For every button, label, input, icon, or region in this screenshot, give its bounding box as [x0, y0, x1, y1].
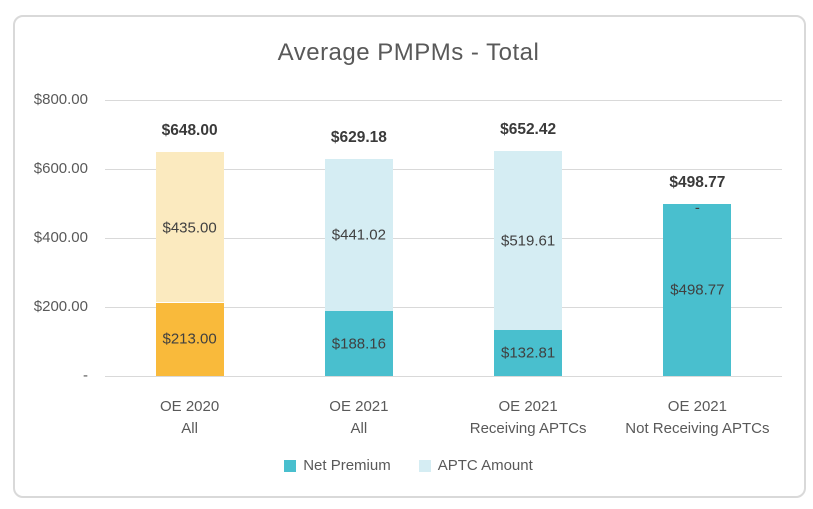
category-label: OE 2021 All	[329, 398, 389, 437]
gridline	[105, 306, 782, 308]
category-label: OE 2021 Receiving APTCs	[469, 398, 587, 437]
segment-value-label: $188.16	[331, 335, 387, 352]
gridline	[105, 237, 782, 239]
segment-value-label: $441.02	[331, 226, 387, 244]
bar-segment-aptc-amount	[324, 158, 393, 312]
bar-segment-aptc-amount	[494, 150, 563, 331]
category-label: OE 2021 Not Receiving APTCs	[625, 398, 770, 437]
y-axis-tick-label: $200.00	[33, 298, 88, 315]
legend-swatch	[418, 459, 431, 472]
y-axis-tick-label: $800.00	[33, 91, 88, 108]
bar-total-label: $498.77	[669, 173, 726, 191]
bar-total-label: $648.00	[161, 122, 218, 140]
gridline	[105, 375, 782, 377]
chart-legend: Net Premium APTC Amount	[13, 457, 804, 474]
legend-item-aptc-amount: APTC Amount	[418, 457, 533, 474]
bar-segment-net-premium	[663, 203, 732, 376]
category-label: OE 2020 All	[159, 398, 220, 437]
segment-value-label: $132.81	[500, 344, 556, 362]
legend-label: APTC Amount	[437, 457, 533, 474]
bar-total-label: $652.42	[500, 120, 557, 138]
bar-segment-aptc-amount	[155, 152, 224, 303]
segment-value-label: $498.77	[670, 281, 725, 299]
y-axis-tick-label: $400.00	[33, 229, 88, 246]
segment-value-label: $213.00	[162, 330, 217, 348]
gridline	[105, 168, 782, 170]
chart-title: Average PMPMs - Total	[277, 39, 540, 66]
bar-segment-net-premium	[155, 302, 224, 376]
bar-segment-net-premium	[494, 330, 563, 376]
bar-total-label: $629.18	[330, 128, 387, 146]
legend-swatch	[284, 459, 297, 472]
gridline	[105, 99, 782, 101]
segment-value-label: $435.00	[162, 219, 217, 236]
y-axis-tick-label: $600.00	[33, 160, 88, 177]
segment-value-label: -	[694, 199, 700, 217]
segment-value-label: $519.61	[500, 232, 556, 249]
legend-item-net-premium: Net Premium	[284, 457, 391, 474]
legend-label: Net Premium	[303, 457, 391, 474]
y-axis-tick-label: -	[83, 367, 88, 384]
bar-segment-net-premium	[324, 311, 393, 376]
